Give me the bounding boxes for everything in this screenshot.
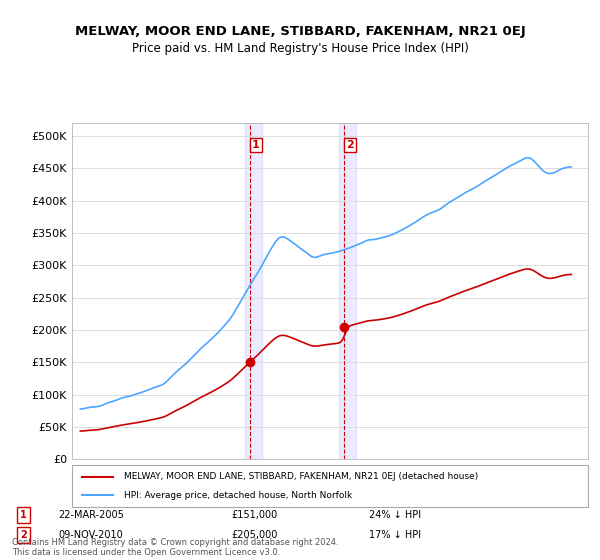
Text: 17% ↓ HPI: 17% ↓ HPI — [369, 530, 421, 540]
Text: Contains HM Land Registry data © Crown copyright and database right 2024.
This d: Contains HM Land Registry data © Crown c… — [12, 538, 338, 557]
Text: 1: 1 — [252, 140, 260, 150]
Text: 2: 2 — [20, 530, 27, 540]
FancyBboxPatch shape — [72, 465, 588, 507]
Text: MELWAY, MOOR END LANE, STIBBARD, FAKENHAM, NR21 0EJ: MELWAY, MOOR END LANE, STIBBARD, FAKENHA… — [74, 25, 526, 38]
Text: MELWAY, MOOR END LANE, STIBBARD, FAKENHAM, NR21 0EJ (detached house): MELWAY, MOOR END LANE, STIBBARD, FAKENHA… — [124, 472, 478, 481]
Text: 24% ↓ HPI: 24% ↓ HPI — [369, 510, 421, 520]
Text: HPI: Average price, detached house, North Norfolk: HPI: Average price, detached house, Nort… — [124, 491, 352, 500]
Text: Price paid vs. HM Land Registry's House Price Index (HPI): Price paid vs. HM Land Registry's House … — [131, 42, 469, 55]
Text: £151,000: £151,000 — [231, 510, 277, 520]
Text: 2: 2 — [346, 140, 354, 150]
Bar — [340, 123, 356, 459]
Text: 22-MAR-2005: 22-MAR-2005 — [58, 510, 124, 520]
Text: £205,000: £205,000 — [231, 530, 277, 540]
Text: 09-NOV-2010: 09-NOV-2010 — [58, 530, 123, 540]
Text: 1: 1 — [20, 510, 27, 520]
Bar — [245, 123, 262, 459]
